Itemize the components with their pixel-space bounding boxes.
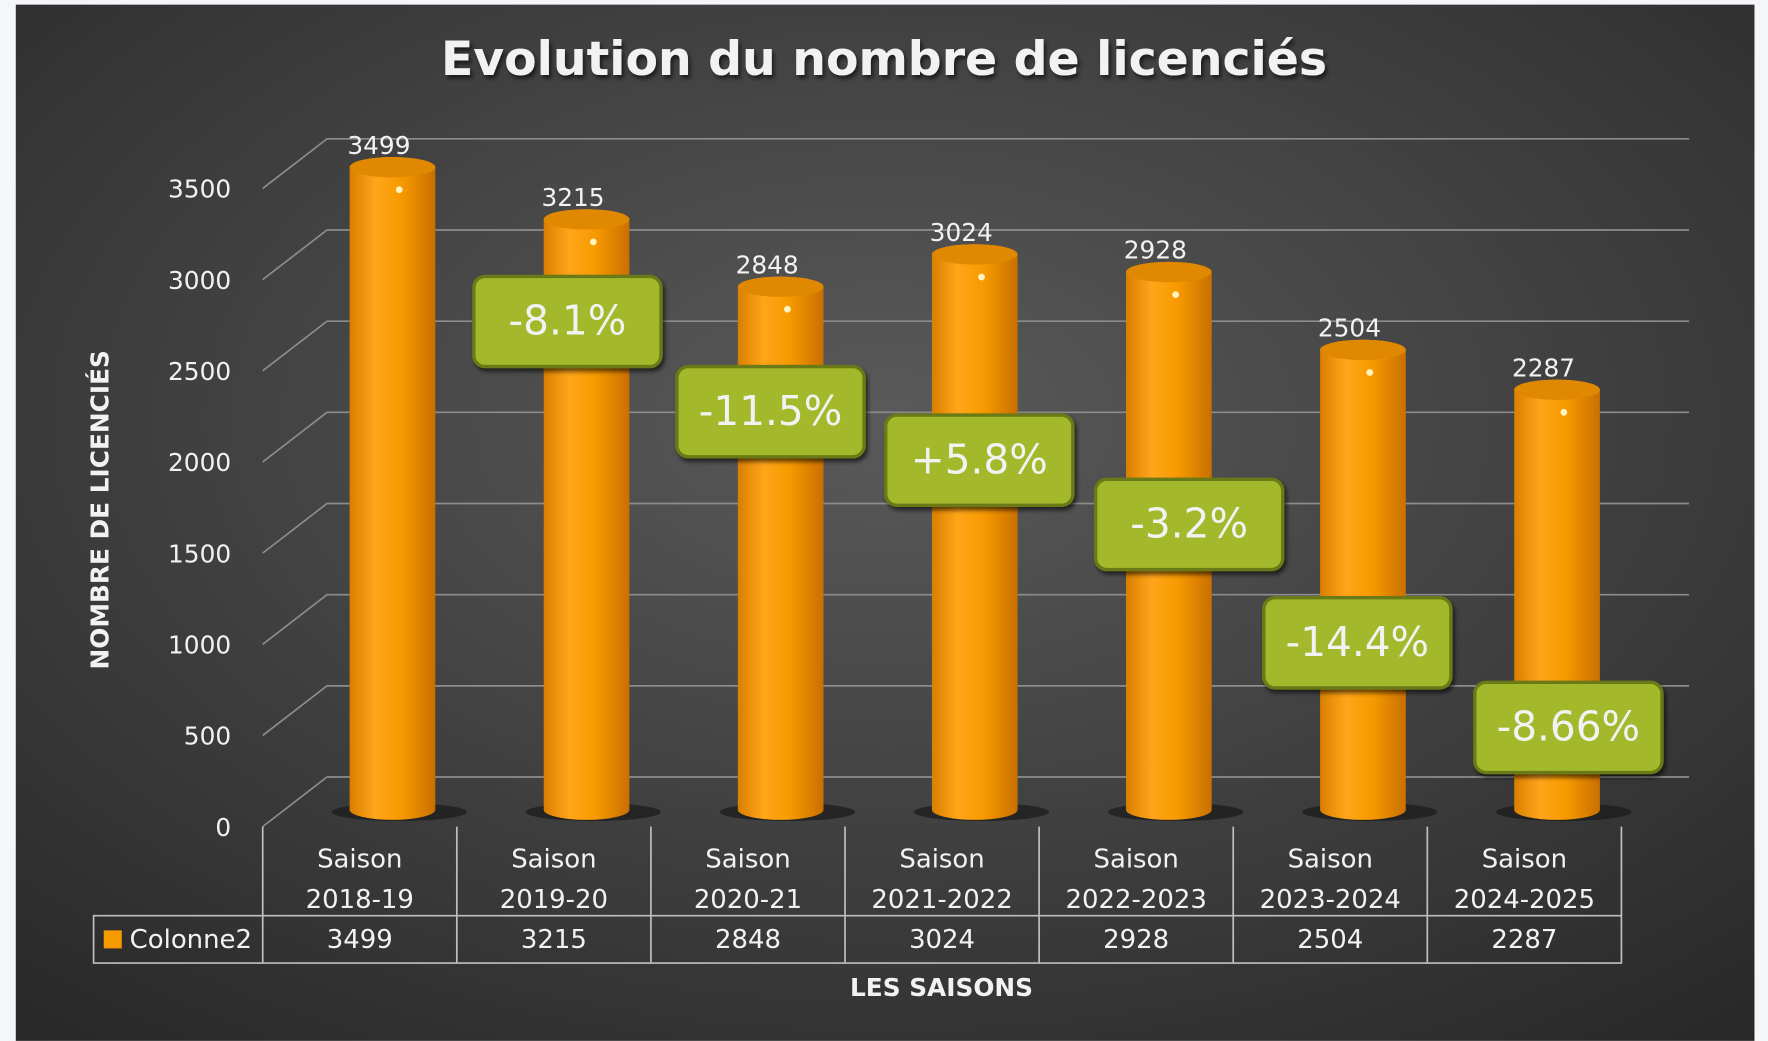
bar-highlight [395,186,403,194]
grid-line [262,776,1690,828]
x-tick-label-line: 2022-2023 [1066,884,1207,914]
bar-highlight [1560,408,1568,416]
annotation-box [472,274,663,369]
y-tick-label: 1000 [168,631,231,660]
y-tick-label: 500 [184,722,231,751]
bar-top [543,209,630,230]
table-value: 3024 [909,925,975,955]
bar-top [349,157,436,178]
bar-highlight [1366,369,1374,376]
annotation-box [1262,596,1453,690]
bar-top [737,276,824,297]
x-tick-label: Saison 2022-2023 [1066,844,1207,915]
grid-line [262,229,1690,281]
bar-highlight [784,305,791,313]
annotation: -11.5% [699,387,843,435]
bar [1320,339,1406,820]
bar-highlight [1172,291,1180,298]
data-label: 3499 [347,131,410,160]
bar-top [1126,261,1212,283]
grid-line [262,320,1690,372]
x-tick-label: Saison 2021-2022 [871,844,1012,915]
bar-highlight [978,273,985,281]
table-value: 2848 [715,925,781,955]
x-tick-label-line: 2023-2024 [1260,884,1401,914]
table-border [92,826,1623,964]
x-tick-label-line: Saison [1288,844,1373,874]
bar [349,157,436,820]
annotation: -3.2% [1130,500,1248,548]
bar-highlight [589,238,597,246]
x-tick-label-line: 2020-21 [694,884,802,914]
chart-background [15,4,1755,1041]
data-label: 3024 [930,218,993,247]
x-tick-label-line: Saison [705,844,790,874]
x-tick-label-line: 2019-20 [500,884,608,914]
y-axis-label: NOMBRE DE LICENCIÉS [85,350,114,669]
y-tick-label: 3000 [168,266,231,295]
x-tick-label-line: Saison [899,844,984,874]
x-tick-label-line: Saison [317,844,402,874]
bar [737,276,824,820]
annotation-box [675,364,866,459]
annotation: +5.8% [911,435,1048,483]
x-tick-label-line: Saison [511,844,596,874]
y-tick-label: 0 [215,813,231,842]
x-tick-label-line: 2021-2022 [871,884,1012,914]
annotation: -8.66% [1497,703,1641,751]
data-label: 2287 [1512,353,1575,382]
grid-line [262,137,1690,190]
x-tick-label-line: 2018-19 [306,884,414,914]
table-value: 3499 [327,925,393,955]
x-tick-label-line: Saison [1093,844,1178,874]
legend-swatch [103,930,122,949]
x-tick-label: Saison 2024-2025 [1454,844,1595,915]
bar-top [1514,379,1600,400]
annotation-box [884,413,1075,507]
table-value: 2928 [1103,925,1169,955]
x-tick-label-line: 2024-2025 [1454,884,1595,914]
data-label: 2848 [736,250,799,279]
annotation: -8.1% [509,297,627,345]
table-value: 2504 [1297,925,1363,955]
grid-line [262,411,1690,463]
table-value: 2287 [1491,925,1557,955]
y-tick-label: 3500 [168,175,231,204]
annotation-box [1093,477,1285,572]
data-label: 2928 [1124,236,1187,265]
bar-top [1320,339,1406,361]
table-value: 3215 [521,925,587,955]
x-tick-label: Saison 2023-2024 [1260,844,1401,915]
x-tick-label: Saison 2019-20 [500,844,608,915]
x-axis-label: LES SAISONS [850,973,1033,1002]
legend-label: Colonne2 [130,925,252,955]
x-tick-label-line: Saison [1482,844,1567,874]
annotation-box [1473,680,1664,775]
bar-top [931,244,1018,265]
annotation: -14.4% [1286,618,1430,666]
data-label: 3215 [541,183,604,212]
y-tick-label: 2500 [168,357,231,386]
grid-line [262,685,1690,737]
x-tick-label: Saison 2018-19 [306,844,414,915]
y-tick-label: 1500 [168,539,231,568]
bar [931,244,1018,820]
data-label: 2504 [1318,314,1381,343]
y-tick-label: 2000 [168,448,231,477]
chart-title: Evolution du nombre de licenciés [441,32,1327,87]
grid-line [262,593,1690,645]
x-tick-label: Saison 2020-21 [694,844,802,915]
